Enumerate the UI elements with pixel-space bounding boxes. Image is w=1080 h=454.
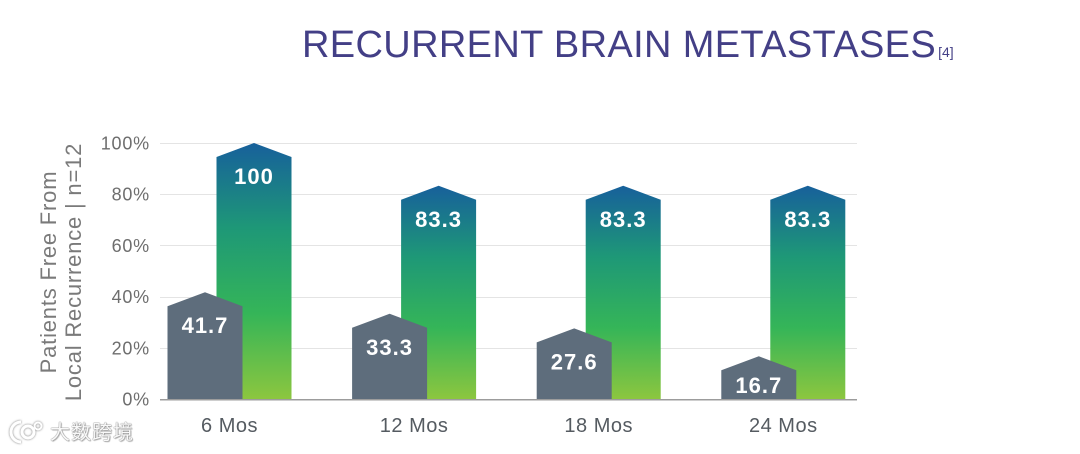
bars [167,143,846,399]
data-label-series-2-6-mos: 100 [234,164,274,189]
data-labels: 41.7 33.3 27.6 16.7 100 83.3 83.3 83.3 [182,164,831,398]
y-tick-label-40: 40% [112,287,150,307]
watermark: 大数跨境 [8,419,134,445]
y-axis-title-line-1: Patients Free From [36,171,61,374]
y-tick-label-20: 20% [112,338,150,358]
bar-series-2-24-mos [770,185,846,399]
x-tick-label-24-mos: 24 Mos [749,415,818,437]
bar-series-1-12-mos [352,313,428,399]
y-tick-label-80: 80% [112,185,150,205]
chart-title-block: RECURRENT BRAIN METASTASES [4] [302,26,954,64]
data-label-series-1-24-mos: 16.7 [735,373,782,398]
x-tick-label-18-mos: 18 Mos [564,415,633,437]
data-label-series-1-6-mos: 41.7 [182,313,229,338]
title-citation: [4] [938,44,954,60]
bar-series-1-24-mos [721,356,797,399]
y-tick-label-60: 60% [112,236,150,256]
watermark-text: 大数跨境 [50,420,134,444]
chart-title: RECURRENT BRAIN METASTASES [302,24,937,66]
x-tick-label-12-mos: 12 Mos [380,415,449,437]
bar-series-1-6-mos [167,292,243,399]
watermark-logo-icon [9,420,43,444]
data-label-series-2-18-mos: 83.3 [600,207,647,232]
bar-series-1-18-mos [536,328,612,399]
data-label-series-2-12-mos: 83.3 [415,207,462,232]
data-label-series-1-18-mos: 27.6 [551,349,598,374]
tick-labels: 0% 20% 40% 60% 80% 100% 6 Mos 12 Mos 18 Mos 24 Mo… [101,134,818,438]
y-tick-label-0: 0% [122,390,150,410]
data-label-series-2-24-mos: 83.3 [784,207,831,232]
y-tick-label-100: 100% [101,134,150,154]
y-axis-title-line-2: Local Recurrence | n=12 [61,143,86,401]
x-tick-label-6-mos: 6 Mos [201,415,258,437]
data-label-series-1-12-mos: 33.3 [366,335,413,360]
